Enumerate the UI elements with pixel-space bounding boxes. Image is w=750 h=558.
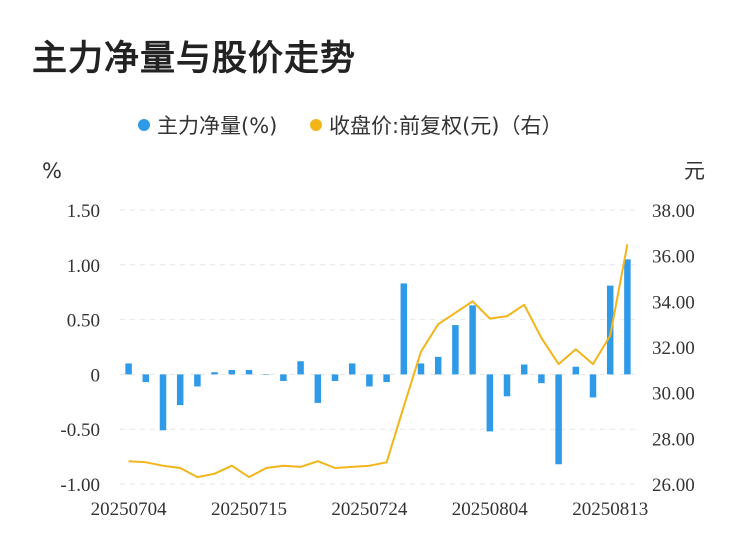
right-tick-label: 36.00 xyxy=(652,247,695,268)
bar xyxy=(486,374,494,432)
bar xyxy=(503,374,511,397)
left-tick-label: -1.00 xyxy=(60,475,100,496)
bar xyxy=(194,374,201,387)
bar xyxy=(280,374,287,381)
bar-series xyxy=(125,259,631,465)
left-tick-label: 0 xyxy=(91,365,101,386)
legend: 主力净量(%) 收盘价:前复权(元)（右） xyxy=(138,114,562,138)
right-tick-label: 38.00 xyxy=(652,201,695,222)
bar xyxy=(331,374,339,381)
left-axis-unit: % xyxy=(42,159,62,183)
bar xyxy=(589,374,597,398)
bar xyxy=(400,283,408,375)
bar xyxy=(228,370,236,375)
bar xyxy=(366,374,373,387)
bar xyxy=(538,374,545,384)
x-tick-label: 20250804 xyxy=(452,499,529,520)
bar xyxy=(452,325,459,375)
legend-marker-bar xyxy=(138,119,150,131)
bar xyxy=(159,374,167,431)
legend-label-bar: 主力净量(%) xyxy=(157,114,277,138)
legend-label-line: 收盘价:前复权(元)（右） xyxy=(329,114,562,138)
bar xyxy=(142,374,150,383)
bar xyxy=(297,361,304,375)
left-tick-label: 0.50 xyxy=(67,311,100,332)
left-axis-ticks: 1.50 1.00 0.50 0 -0.50 -1.00 xyxy=(60,201,100,496)
bar xyxy=(125,363,132,375)
bar xyxy=(314,374,322,403)
legend-marker-line xyxy=(310,119,322,131)
right-tick-label: 34.00 xyxy=(652,292,695,313)
left-tick-label: 1.00 xyxy=(67,256,100,277)
bar xyxy=(469,305,476,375)
page-title: 主力净量与股价走势 xyxy=(32,39,357,79)
x-axis-ticks: 20250704 20250715 20250724 20250804 20250813 xyxy=(91,499,649,520)
bar xyxy=(434,356,442,375)
grid xyxy=(120,209,636,485)
x-tick-label: 20250715 xyxy=(211,499,287,520)
bar xyxy=(245,370,253,375)
x-tick-label: 20250813 xyxy=(572,499,648,520)
x-tick-label: 20250724 xyxy=(331,499,408,520)
bar xyxy=(624,259,631,375)
right-tick-label: 32.00 xyxy=(652,338,695,359)
right-tick-label: 30.00 xyxy=(652,384,695,405)
right-tick-label: 26.00 xyxy=(652,475,695,496)
bar xyxy=(520,364,528,375)
bar xyxy=(383,374,390,383)
line-series xyxy=(128,244,629,479)
right-axis-ticks: 38.00 36.00 34.00 32.00 30.00 28.00 26.00 xyxy=(652,201,695,496)
bar xyxy=(176,374,184,406)
bar xyxy=(572,366,580,375)
x-tick-label: 20250704 xyxy=(91,499,168,520)
left-tick-label: -0.50 xyxy=(60,420,100,441)
bar xyxy=(555,374,562,465)
price-line xyxy=(128,244,629,479)
bar xyxy=(211,372,218,375)
right-tick-label: 28.00 xyxy=(652,429,695,450)
bar xyxy=(348,363,356,375)
right-axis-unit: 元 xyxy=(684,159,705,183)
bar xyxy=(262,374,270,375)
bar xyxy=(417,363,425,375)
bar xyxy=(606,285,614,375)
left-tick-label: 1.50 xyxy=(67,201,100,222)
